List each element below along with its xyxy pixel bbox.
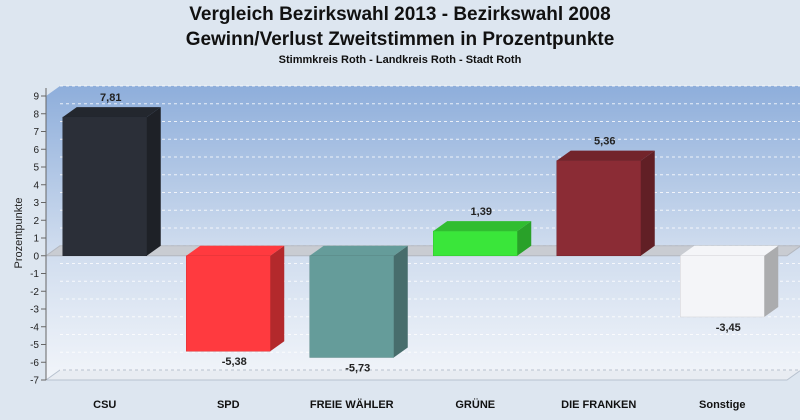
bar-top-face xyxy=(680,245,779,256)
y-tick-label: 2 xyxy=(33,216,39,227)
data-label: -5,73 xyxy=(345,362,370,374)
bar-top-face xyxy=(62,107,161,118)
y-tick-label: 9 xyxy=(33,92,39,103)
x-tick-label: DIE FRANKEN xyxy=(561,399,636,411)
bar-front-face xyxy=(680,255,765,318)
chart-subtitle: Stimmkreis Roth - Landkreis Roth - Stadt… xyxy=(278,54,522,66)
chart-title-line2: Gewinn/Verlust Zweitstimmen in Prozentpu… xyxy=(185,29,615,50)
data-label: 7,81 xyxy=(100,92,121,104)
y-tick-label: 3 xyxy=(33,198,39,209)
bar-front-face xyxy=(186,255,271,352)
bar-1 xyxy=(62,107,161,256)
plot-floor xyxy=(44,369,800,381)
y-tick-label: -3 xyxy=(30,305,39,316)
data-label: 1,39 xyxy=(471,206,492,218)
bar-5 xyxy=(556,150,655,256)
x-tick-label: Sonstige xyxy=(699,399,745,411)
bar-top-face xyxy=(433,221,532,232)
y-tick-label: -7 xyxy=(30,376,39,387)
bar-4 xyxy=(433,221,532,256)
bar-3 xyxy=(309,245,408,358)
y-tick-label: -4 xyxy=(30,322,39,333)
x-tick-label: CSU xyxy=(93,399,116,411)
y-tick-label: 5 xyxy=(33,163,39,174)
data-label: 5,36 xyxy=(594,136,615,148)
x-tick-label: FREIE WÄHLER xyxy=(310,398,394,411)
x-tick-label: SPD xyxy=(217,399,240,411)
bar-top-face xyxy=(309,245,408,256)
y-tick-label: 7 xyxy=(33,127,39,138)
y-tick-label: -6 xyxy=(30,358,39,369)
y-tick-label: -5 xyxy=(30,340,39,351)
y-tick-label: 8 xyxy=(33,109,39,120)
chart-title-line1: Vergleich Bezirkswahl 2013 - Bezirkswahl… xyxy=(189,4,611,25)
bar-top-face xyxy=(556,150,655,161)
bar-front-face xyxy=(433,230,518,256)
data-label: -5,38 xyxy=(222,356,247,368)
bar-side-face xyxy=(517,221,532,256)
bar-2 xyxy=(186,245,285,352)
bar-side-face xyxy=(764,245,779,317)
y-tick-label: 6 xyxy=(33,145,39,156)
bar-side-face xyxy=(640,150,655,256)
y-tick-label: 4 xyxy=(33,180,39,191)
y-tick-label: 1 xyxy=(33,234,39,245)
x-tick-label: GRÜNE xyxy=(455,398,495,411)
data-label: -3,45 xyxy=(716,322,741,334)
bar-front-face xyxy=(62,116,147,256)
y-axis-label: Prozentpunkte xyxy=(13,198,25,269)
y-tick-label: -1 xyxy=(30,269,39,280)
bar-front-face xyxy=(309,255,394,358)
bar-side-face xyxy=(146,107,161,256)
bar-6 xyxy=(680,245,779,318)
bar-top-face xyxy=(186,245,285,256)
bar-side-face xyxy=(393,245,408,358)
bar-front-face xyxy=(556,160,641,256)
y-tick-label: 0 xyxy=(33,251,39,262)
bar-side-face xyxy=(270,245,285,352)
y-tick-label: -2 xyxy=(30,287,39,298)
